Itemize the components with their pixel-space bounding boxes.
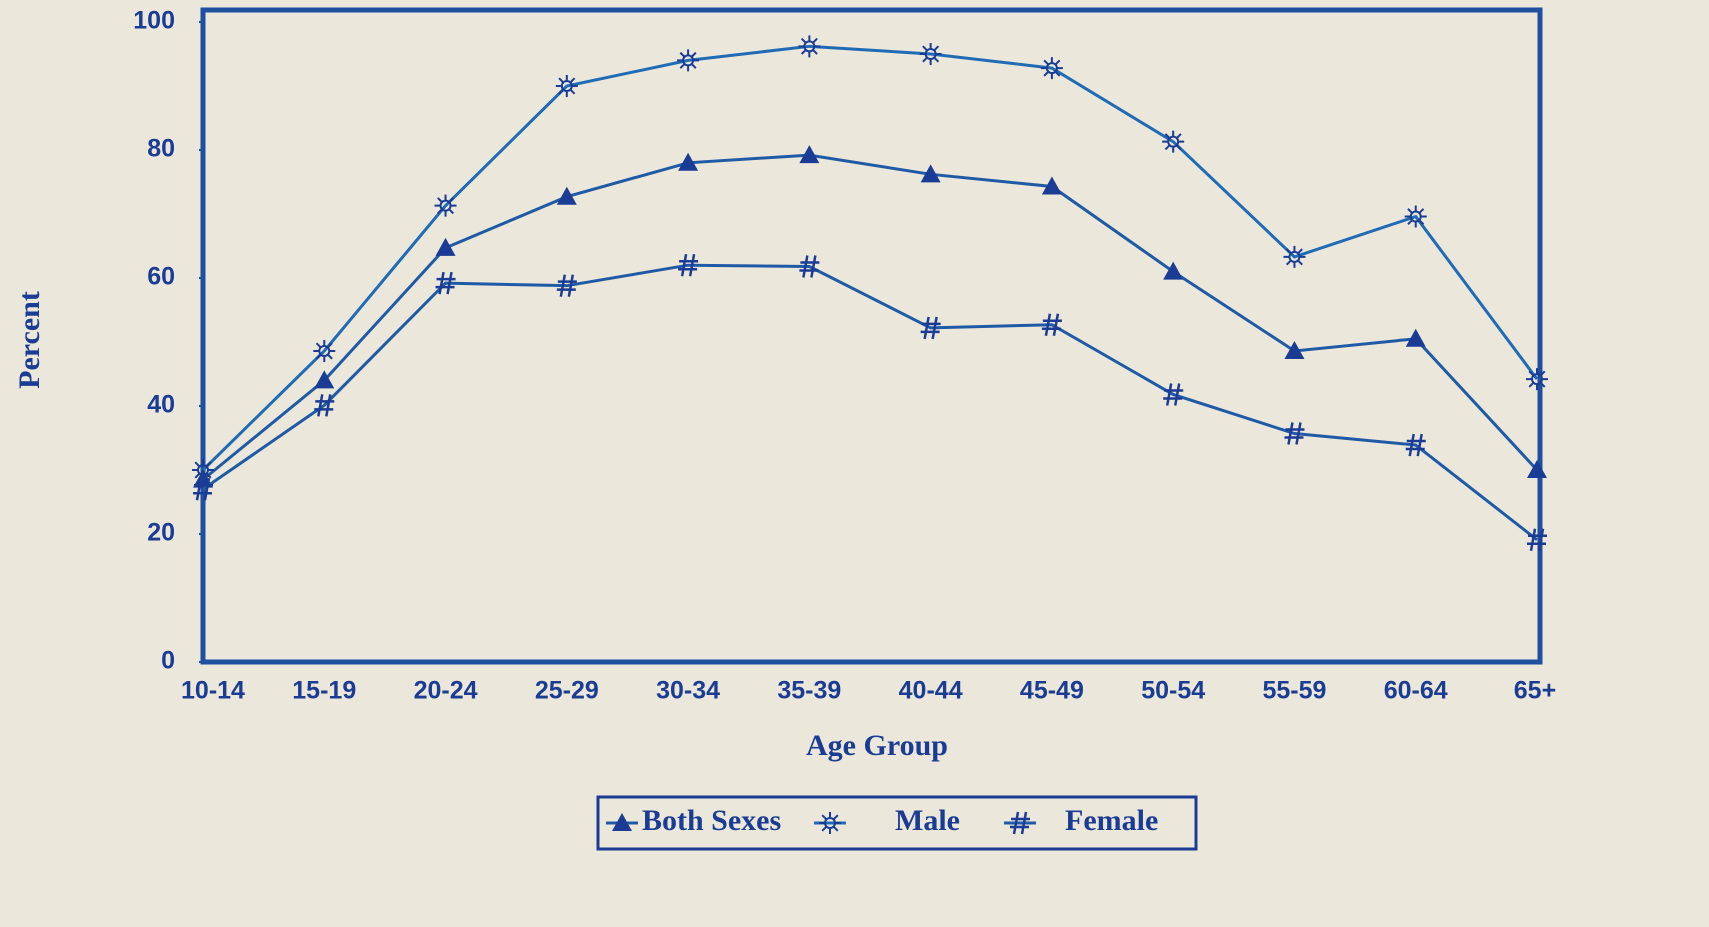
marker-rays	[798, 35, 821, 58]
marker	[1010, 811, 1030, 835]
legend-box	[596, 795, 1198, 851]
x-tick-label: 40-44	[899, 677, 963, 705]
marker	[314, 394, 335, 417]
y-tick-label: 60	[147, 263, 175, 291]
y-tick-label: 40	[147, 391, 175, 419]
marker	[1527, 460, 1547, 478]
x-tick-label: 35-39	[777, 677, 841, 705]
x-tick-label: 60-64	[1384, 677, 1448, 705]
marker	[1526, 368, 1548, 391]
series-line	[202, 153, 1539, 481]
legend-label: Both Sexes	[642, 804, 781, 837]
marker	[556, 274, 577, 297]
y-tick-label: 0	[161, 647, 175, 675]
marker	[1405, 328, 1426, 347]
marker	[920, 164, 941, 183]
marker-rays	[313, 339, 336, 362]
y-axis-label: Percent	[13, 291, 46, 389]
marker	[1527, 528, 1547, 551]
y-tick-label: 100	[133, 7, 175, 35]
marker	[314, 370, 335, 389]
marker	[1162, 130, 1185, 153]
x-tick-label: 10-14	[181, 677, 245, 705]
marker	[678, 253, 699, 277]
series-line	[202, 263, 1538, 541]
y-tick-label: 20	[147, 519, 175, 547]
legend-label: Male	[895, 804, 960, 837]
marker	[612, 813, 632, 831]
marker	[678, 152, 699, 171]
marker	[1284, 422, 1305, 445]
marker	[1041, 313, 1062, 336]
marker	[799, 145, 820, 164]
marker	[193, 477, 213, 501]
marker	[556, 186, 577, 205]
marker	[1041, 176, 1062, 195]
marker	[798, 35, 821, 58]
marker	[435, 271, 456, 295]
marker	[1163, 383, 1184, 406]
legend: Both Sexes Male Female	[606, 804, 1158, 837]
marker	[919, 43, 942, 65]
marker-rays	[1283, 245, 1306, 268]
x-axis-label: Age Group	[806, 729, 948, 762]
plot-frame	[200, 7, 1543, 665]
marker	[434, 194, 457, 217]
marker	[192, 459, 214, 481]
marker	[1040, 57, 1063, 80]
marker	[555, 75, 578, 97]
x-tick-label: 55-59	[1262, 677, 1326, 705]
marker-rays	[1404, 205, 1427, 228]
x-tick-label: 20-24	[414, 677, 478, 705]
marker	[799, 255, 820, 278]
marker	[1405, 433, 1426, 457]
marker	[920, 316, 941, 340]
marker-rays	[434, 194, 457, 217]
marker-rays	[919, 43, 942, 65]
marker	[313, 339, 336, 362]
marker-rays	[677, 49, 700, 72]
marker	[1163, 261, 1184, 280]
marker	[1283, 245, 1306, 268]
x-tick-label: 45-49	[1020, 677, 1084, 705]
x-tick-label: 50-54	[1141, 677, 1205, 705]
x-tick-label: 15-19	[292, 677, 356, 705]
marker	[1284, 340, 1305, 359]
legend-label: Female	[1065, 804, 1158, 837]
x-tick-label: 30-34	[656, 677, 720, 705]
x-tick-label: 65+	[1514, 677, 1556, 705]
marker	[819, 812, 841, 834]
y-tick-label: 80	[147, 135, 175, 163]
x-tick-label: 25-29	[535, 677, 599, 705]
marker-rays	[192, 459, 214, 481]
marker	[1404, 205, 1427, 228]
marker-rays	[1526, 368, 1548, 391]
marker	[435, 237, 456, 256]
marker	[677, 49, 700, 72]
marker-rays	[555, 75, 578, 97]
marker-rays	[1040, 57, 1063, 80]
series-line	[201, 44, 1539, 472]
marker-rays	[1162, 130, 1185, 153]
marker-rays	[819, 812, 841, 834]
